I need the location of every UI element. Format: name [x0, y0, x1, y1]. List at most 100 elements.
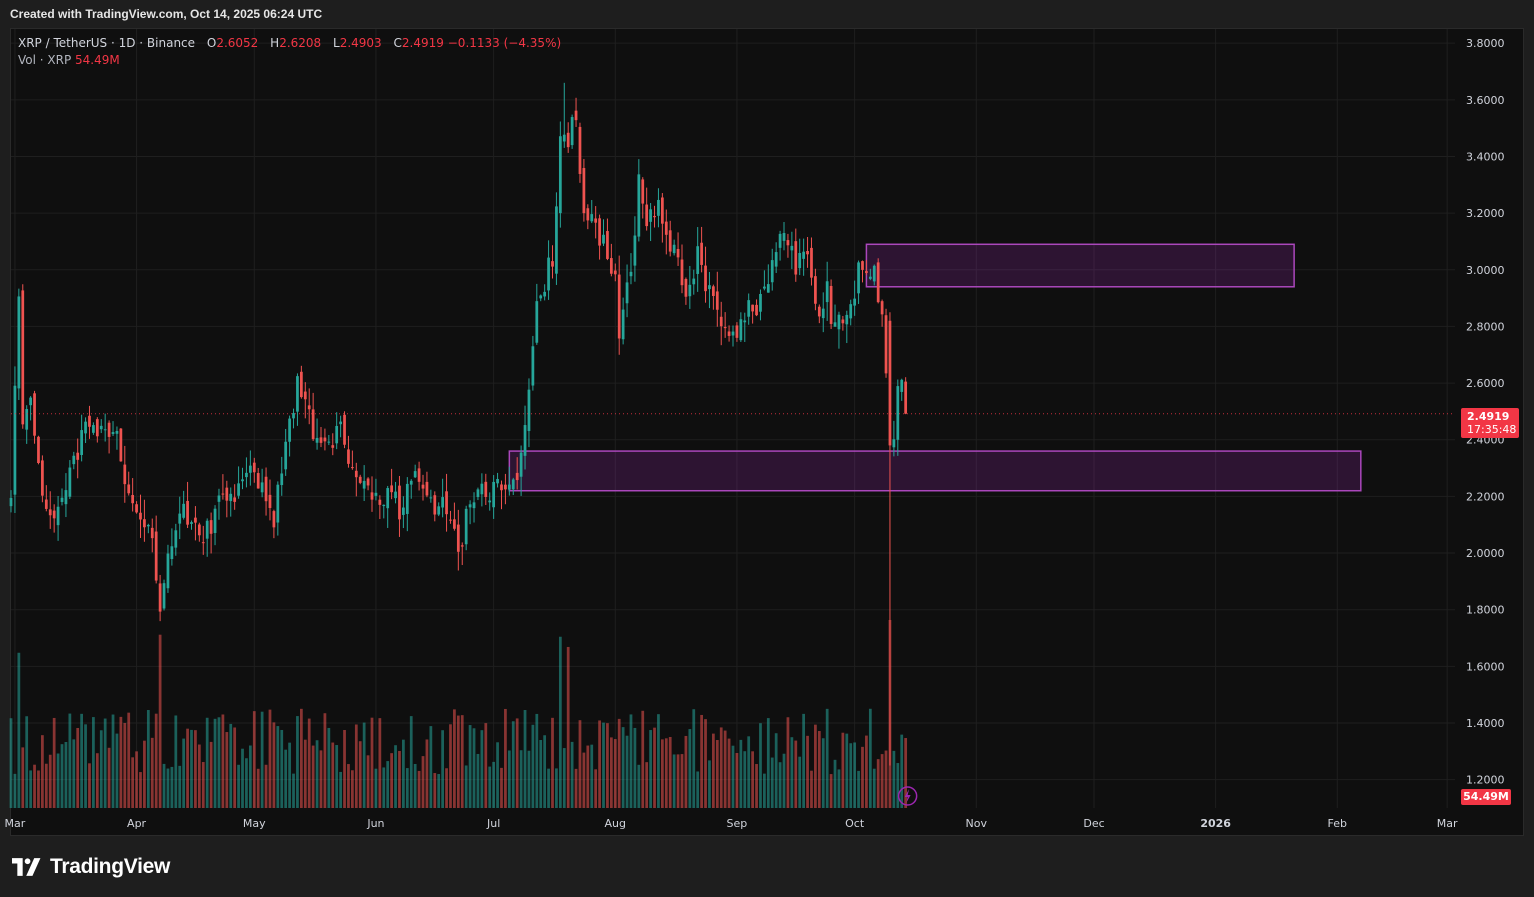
volume-bar	[523, 709, 527, 808]
candle-body	[460, 545, 464, 547]
volume-bar	[315, 740, 319, 808]
candle-body	[335, 425, 339, 444]
volume-bar	[429, 726, 433, 808]
volume-bar	[233, 727, 237, 808]
candle-body	[221, 493, 225, 495]
volume-bar	[527, 750, 531, 808]
candle-body	[398, 485, 401, 520]
volume-bar	[841, 732, 845, 808]
candle-body	[158, 583, 162, 612]
candle-body	[806, 250, 809, 255]
candle-body	[213, 508, 217, 534]
volume-bar	[892, 750, 896, 808]
volume-bar	[103, 718, 107, 808]
candle-body	[629, 271, 633, 277]
volume-bar	[817, 731, 821, 808]
candle-body	[668, 230, 672, 252]
candle-body	[523, 425, 527, 456]
volume-bar	[405, 768, 409, 808]
candle-body	[264, 476, 268, 502]
candle-body	[248, 465, 252, 473]
volume-bar	[747, 736, 751, 808]
volume-bar	[237, 764, 240, 808]
volume-label[interactable]: Vol · XRP	[18, 53, 72, 67]
volume-bar	[44, 763, 48, 808]
candle-body	[417, 468, 421, 482]
volume-bar	[609, 737, 613, 808]
volume-bar	[331, 742, 335, 808]
candle-body	[660, 197, 664, 224]
y-tick-label: 2.2000	[1466, 490, 1505, 503]
volume-bar	[374, 768, 378, 808]
volume-bar	[260, 711, 264, 808]
volume-bar	[409, 716, 413, 808]
x-tick-label: May	[243, 817, 266, 830]
candle-body	[476, 489, 480, 498]
candle-body	[539, 295, 543, 299]
volume-bar	[880, 754, 884, 808]
volume-bar	[29, 770, 32, 808]
volume-bar	[123, 722, 127, 808]
candle-body	[52, 510, 56, 519]
volume-bar	[60, 744, 64, 808]
volume-bar	[637, 764, 641, 808]
volume-bar	[209, 741, 213, 808]
candle-body	[853, 298, 857, 306]
volume-bar	[194, 730, 197, 808]
tradingview-brand[interactable]: TradingView	[12, 855, 170, 878]
supply-demand-zone	[865, 243, 1295, 288]
candle-body	[810, 247, 813, 278]
volume-bar	[790, 737, 794, 808]
supply-demand-zone	[508, 450, 1362, 492]
symbol-label[interactable]: XRP / TetherUS · 1D · Binance	[18, 36, 196, 50]
volume-bar	[500, 767, 503, 808]
candle-body	[323, 437, 327, 442]
volume-bar	[221, 714, 225, 808]
y-tick-label: 3.0000	[1466, 264, 1505, 277]
volume-bar	[303, 739, 307, 808]
candle-body	[876, 262, 880, 303]
candle-body	[586, 208, 590, 221]
candle-body	[492, 481, 496, 508]
candle-body	[13, 385, 17, 495]
candle-body	[606, 231, 609, 259]
candle-body	[76, 452, 80, 460]
high-value: 2.6208	[279, 36, 322, 50]
volume-bar	[735, 752, 739, 808]
candle-body	[178, 513, 182, 524]
volume-bar	[182, 738, 186, 808]
candle-body	[174, 530, 178, 548]
candle-body	[425, 481, 429, 496]
volume-bar	[653, 727, 656, 808]
candle-body	[841, 319, 845, 324]
volume-bar	[229, 723, 233, 808]
volume-bar	[759, 723, 762, 808]
y-tick-label: 3.6000	[1466, 94, 1505, 107]
x-tick-label: Jul	[486, 817, 500, 830]
volume-bar	[217, 717, 221, 808]
y-tick-label: 1.2000	[1466, 774, 1505, 787]
candle-body	[72, 455, 76, 465]
candle-body	[445, 491, 448, 515]
candle-body	[527, 389, 531, 432]
bar-countdown: 17:35:48	[1467, 423, 1517, 436]
candle-body	[84, 421, 87, 434]
volume-bar	[606, 723, 609, 808]
candle-body	[115, 431, 119, 434]
volume-bar	[492, 761, 496, 808]
candle-body	[146, 524, 150, 527]
candle-body	[578, 126, 582, 174]
candle-body	[103, 429, 107, 431]
candle-body	[751, 304, 754, 312]
candle-body	[143, 519, 146, 528]
volume-bar	[390, 753, 393, 808]
candle-body	[880, 301, 884, 315]
candle-body	[727, 331, 731, 336]
volume-bar	[872, 768, 876, 808]
candle-body	[829, 285, 833, 324]
candle-body	[743, 320, 747, 323]
candle-body	[884, 315, 888, 374]
candle-body	[555, 206, 558, 274]
volume-bar	[205, 717, 209, 808]
